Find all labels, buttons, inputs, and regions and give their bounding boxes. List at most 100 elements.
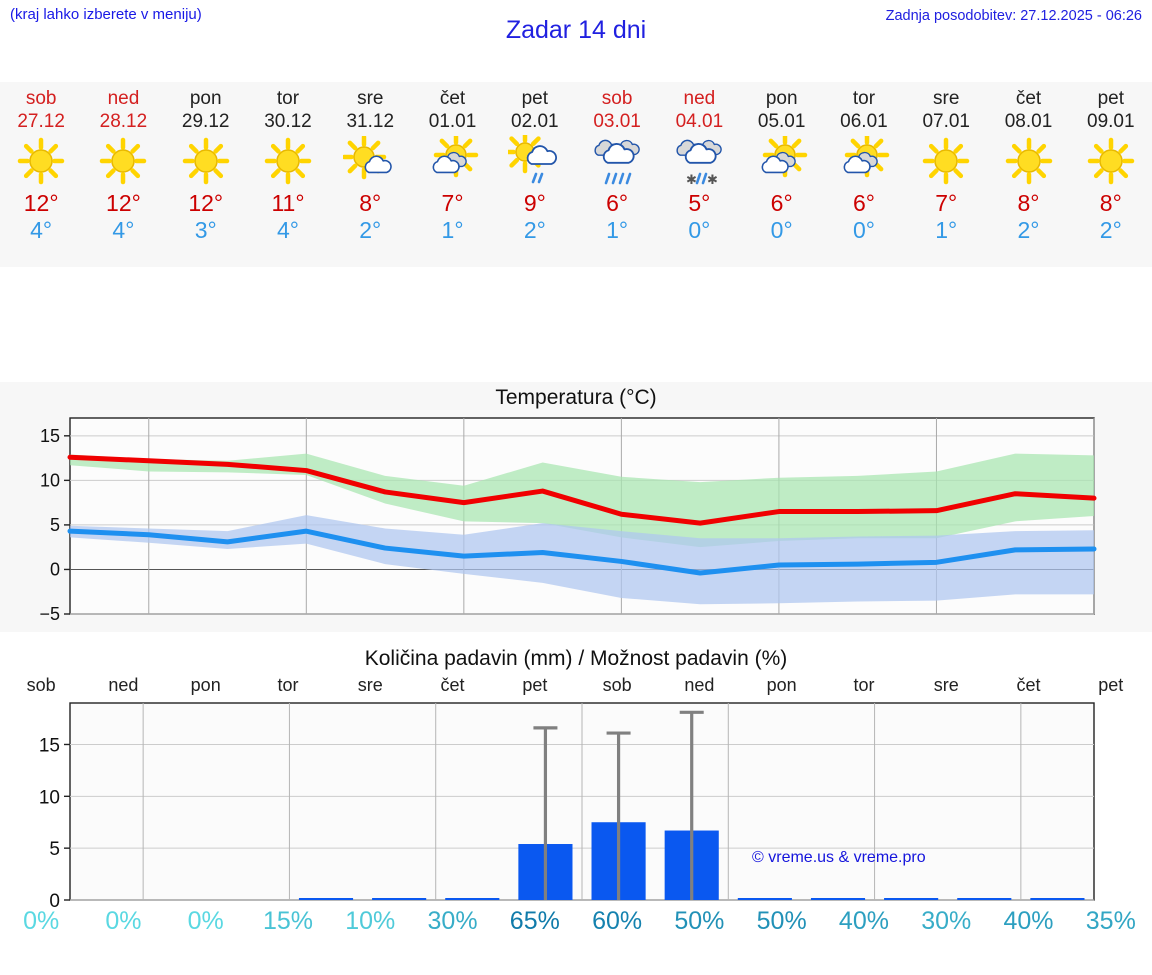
day-max-temperature: 8° [359,190,382,216]
sun-icon [262,135,314,187]
day-date: 05.01 [757,111,806,132]
day-max-temperature: 7° [441,190,464,216]
precipitation-day-label: ned [108,675,139,695]
precipitation-day-label: pet [522,675,548,695]
precipitation-day-label: pon [766,675,797,695]
day-min-temperature: 2° [523,217,546,243]
precipitation-day-label: sre [357,675,383,695]
sun-icon [920,135,972,187]
precipitation-probability: 35% [1085,906,1136,935]
day-column[interactable]: čet 01.01 7° 1° [411,82,493,267]
sun-icon [97,135,149,187]
svg-text:15: 15 [40,426,60,446]
day-column[interactable]: tor 30.12 11° 4° [247,82,329,267]
day-column[interactable]: tor 06.01 6° 0° [823,82,905,267]
precipitation-bar [884,898,939,900]
precipitation-chart-svg: 15 10 5 0 [39,702,1095,912]
day-max-temperature: 7° [935,190,958,216]
day-max-temperature: 12° [188,190,224,216]
day-min-temperature: 2° [1017,217,1040,243]
precipitation-day-label: sob [26,675,56,695]
day-name: čet [439,88,466,109]
precipitation-probability: 40% [838,906,889,935]
day-max-temperature: 8° [1017,190,1040,216]
day-max-temperature: 12° [106,190,141,216]
sun-small-cloud-icon [343,135,397,187]
day-column[interactable]: sob 03.01 6° 1° [576,82,658,267]
day-name: sob [25,88,57,109]
day-min-temperature: 1° [935,217,958,243]
day-name: pon [765,88,798,109]
day-min-temperature: 2° [359,217,382,243]
day-min-temperature: 0° [770,217,793,243]
day-column[interactable]: sob 27.12 12° 4° [0,82,82,267]
day-column[interactable]: čet 08.01 8° 2° [987,82,1069,267]
precipitation-probability: 50% [756,906,807,935]
sun-behind-cloud-icon [837,135,891,187]
day-name: sob [601,88,633,109]
precipitation-probability-row: 0% 0% 0% 15% 10% 30% 65% 60% 50% 50% 40% 30% 40% 35% [0,901,1152,941]
day-date: 28.12 [99,111,148,132]
day-min-temperature: 1° [441,217,464,243]
precipitation-day-label: čet [1016,675,1041,695]
day-name: pet [521,88,549,109]
precipitation-probability: 0% [23,906,60,935]
day-max-temperature: 6° [770,190,793,216]
day-column[interactable]: pet 09.01 8° 2° [1070,82,1152,267]
precipitation-bar [957,898,1012,900]
daily-forecast-strip: sob 27.12 12° 4° ned 28.12 12° 4° pon 29.12 12° 3° t… [0,82,1152,267]
day-date: 08.01 [1004,111,1053,132]
sun-cloud-rain-icon [507,135,562,187]
day-min-temperature: 0° [852,217,875,243]
sun-icon [1085,135,1137,187]
day-column[interactable]: pon 29.12 12° 3° [165,82,247,267]
day-name: ned [107,88,140,109]
day-column[interactable]: sre 07.01 7° 1° [905,82,987,267]
precipitation-day-label: čet [440,675,465,695]
day-max-temperature: 8° [1099,190,1122,216]
day-name: pet [1097,88,1124,109]
sun-icon [1003,135,1055,187]
precipitation-probability: 40% [1003,906,1054,935]
day-max-temperature: 6° [606,190,629,216]
day-date: 27.12 [17,111,65,132]
day-column[interactable]: pet 02.01 9° 2° [494,82,576,267]
day-min-temperature: 2° [1099,217,1122,243]
precipitation-probability: 50% [674,906,725,935]
precipitation-day-labels: sob ned pon tor sre čet pet sob ned pon tor sre čet p… [0,675,1152,699]
day-date: 30.12 [264,111,312,132]
day-column[interactable]: ned 28.12 12° 4° [82,82,164,267]
day-date: 06.01 [840,111,888,132]
day-name: čet [1015,88,1042,109]
cloud-rain-icon [589,135,645,187]
svg-text:10: 10 [40,470,60,490]
precipitation-probability: 30% [921,906,972,935]
day-name: tor [852,88,876,109]
precipitation-probability: 30% [427,906,478,935]
day-column[interactable]: ned 04.01 ✱ ✱ 5° 0° [658,82,740,267]
day-min-temperature: 4° [30,217,53,243]
day-column[interactable]: sre 31.12 8° 2° [329,82,411,267]
sun-icon [180,135,232,187]
day-date: 29.12 [181,111,230,132]
precipitation-probability: 15% [262,906,313,935]
page-header: (kraj lahko izberete v meniju) Zadar 14 … [0,0,1152,62]
precipitation-probability: 10% [345,906,396,935]
day-name: ned [683,88,716,109]
day-max-temperature: 12° [23,190,59,216]
svg-text:15: 15 [39,735,60,756]
sun-behind-cloud-icon [755,135,809,187]
day-min-temperature: 4° [276,217,299,243]
day-max-temperature: 11° [271,190,305,216]
precipitation-day-label: tor [277,675,299,695]
copyright-text: © vreme.us & vreme.pro [752,849,926,866]
precipitation-day-label: pet [1098,675,1124,695]
precipitation-bar [1030,898,1085,900]
precipitation-probability: 0% [105,906,142,935]
precipitation-day-label: pon [190,675,221,695]
svg-text:5: 5 [50,515,60,535]
day-column[interactable]: pon 05.01 6° 0° [741,82,823,267]
page-title: Zadar 14 dni [505,16,647,44]
day-min-temperature: 3° [194,217,217,243]
sun-behind-cloud-icon [426,135,480,187]
